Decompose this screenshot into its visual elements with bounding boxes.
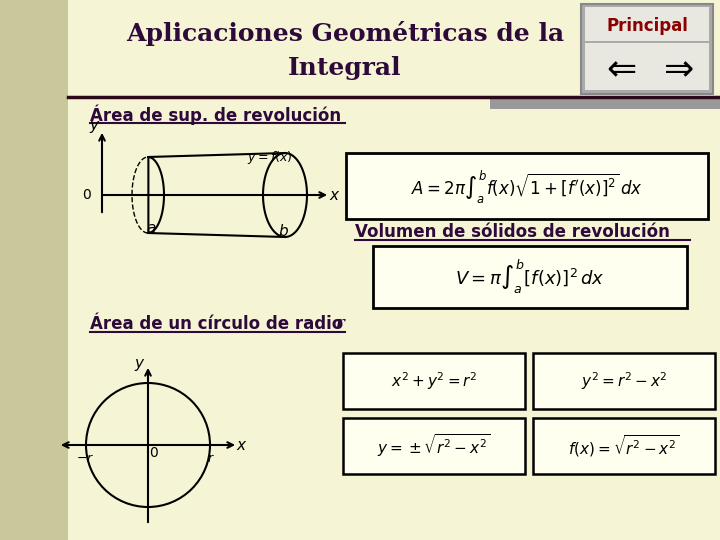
Text: $V = \pi\int_a^b [f(x)]^2\,dx$: $V = \pi\int_a^b [f(x)]^2\,dx$ xyxy=(455,258,605,296)
Text: $x$: $x$ xyxy=(236,437,248,453)
Text: Área de un círculo de radio: Área de un círculo de radio xyxy=(90,315,349,333)
FancyBboxPatch shape xyxy=(581,4,713,94)
Text: $y$: $y$ xyxy=(89,119,101,135)
Bar xyxy=(490,97,720,109)
Text: Área de sup. de revolución: Área de sup. de revolución xyxy=(90,105,341,125)
FancyBboxPatch shape xyxy=(346,153,708,219)
FancyBboxPatch shape xyxy=(343,353,525,409)
Text: $a$: $a$ xyxy=(146,222,156,236)
Text: $\Rightarrow$: $\Rightarrow$ xyxy=(656,51,694,85)
Text: Volumen de sólidos de revolución: Volumen de sólidos de revolución xyxy=(355,223,670,241)
Text: $f(x) = \sqrt{r^2 - x^2}$: $f(x) = \sqrt{r^2 - x^2}$ xyxy=(568,433,680,459)
Text: Aplicaciones Geométricas de la: Aplicaciones Geométricas de la xyxy=(126,21,564,45)
Text: $0$: $0$ xyxy=(149,446,159,460)
Text: $-r$: $-r$ xyxy=(76,453,94,465)
Text: $y = f(x)$: $y = f(x)$ xyxy=(247,150,293,166)
Text: $0$: $0$ xyxy=(82,188,92,202)
Text: $r$: $r$ xyxy=(207,453,215,465)
Text: $y$: $y$ xyxy=(134,357,145,373)
Text: $b$: $b$ xyxy=(277,223,289,239)
Text: r: r xyxy=(335,315,343,333)
FancyBboxPatch shape xyxy=(373,246,687,308)
FancyBboxPatch shape xyxy=(533,353,715,409)
Text: $A = 2\pi\int_a^b f(x)\sqrt{1+[f'(x)]^2}\,dx$: $A = 2\pi\int_a^b f(x)\sqrt{1+[f'(x)]^2}… xyxy=(411,168,643,206)
Text: $y = \pm\sqrt{r^2 - x^2}$: $y = \pm\sqrt{r^2 - x^2}$ xyxy=(377,433,491,460)
Text: $y^2 = r^2 - x^2$: $y^2 = r^2 - x^2$ xyxy=(581,370,667,392)
FancyBboxPatch shape xyxy=(585,43,709,90)
Text: Integral: Integral xyxy=(288,56,402,80)
Bar xyxy=(0,0,68,540)
Text: Principal: Principal xyxy=(606,17,688,35)
FancyBboxPatch shape xyxy=(585,7,709,41)
FancyBboxPatch shape xyxy=(533,418,715,474)
Text: $x$: $x$ xyxy=(329,187,341,202)
Text: $x^2 + y^2 = r^2$: $x^2 + y^2 = r^2$ xyxy=(391,370,477,392)
FancyBboxPatch shape xyxy=(343,418,525,474)
Text: $\Leftarrow$: $\Leftarrow$ xyxy=(599,51,636,85)
